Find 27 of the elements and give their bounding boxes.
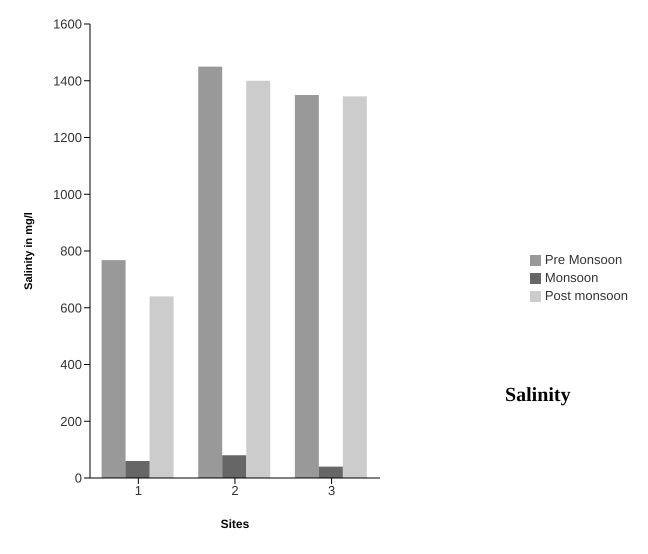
x-axis-title: Sites bbox=[220, 517, 250, 531]
legend-label: Monsoon bbox=[544, 270, 598, 285]
bar bbox=[222, 455, 246, 478]
bar bbox=[150, 296, 174, 478]
x-tick-label: 3 bbox=[328, 483, 336, 498]
y-tick-label: 1600 bbox=[53, 16, 82, 32]
y-tick-label: 800 bbox=[60, 244, 82, 259]
bar bbox=[198, 66, 222, 478]
y-tick-label: 1400 bbox=[53, 73, 82, 88]
legend-label: Pre Monsoon bbox=[544, 252, 622, 267]
y-tick-label: 1000 bbox=[53, 186, 82, 202]
y-axis-title: Salinity in mg/l bbox=[22, 212, 35, 290]
y-tick-label: 0 bbox=[74, 470, 82, 486]
bar bbox=[318, 466, 343, 478]
y-tick-label: 1200 bbox=[53, 130, 82, 146]
bar bbox=[102, 260, 126, 478]
legend-label: Post monsoon bbox=[544, 288, 628, 303]
bar bbox=[126, 460, 150, 478]
y-tick-label: 600 bbox=[60, 300, 82, 316]
y-tick-label: 200 bbox=[60, 414, 82, 429]
bar bbox=[294, 94, 319, 478]
text: Salinity bbox=[505, 384, 571, 407]
bar bbox=[246, 80, 270, 478]
x-tick-label: 2 bbox=[231, 483, 239, 498]
bar bbox=[342, 96, 367, 478]
y-tick-label: 400 bbox=[60, 357, 82, 372]
x-tick-label: 1 bbox=[134, 483, 142, 498]
